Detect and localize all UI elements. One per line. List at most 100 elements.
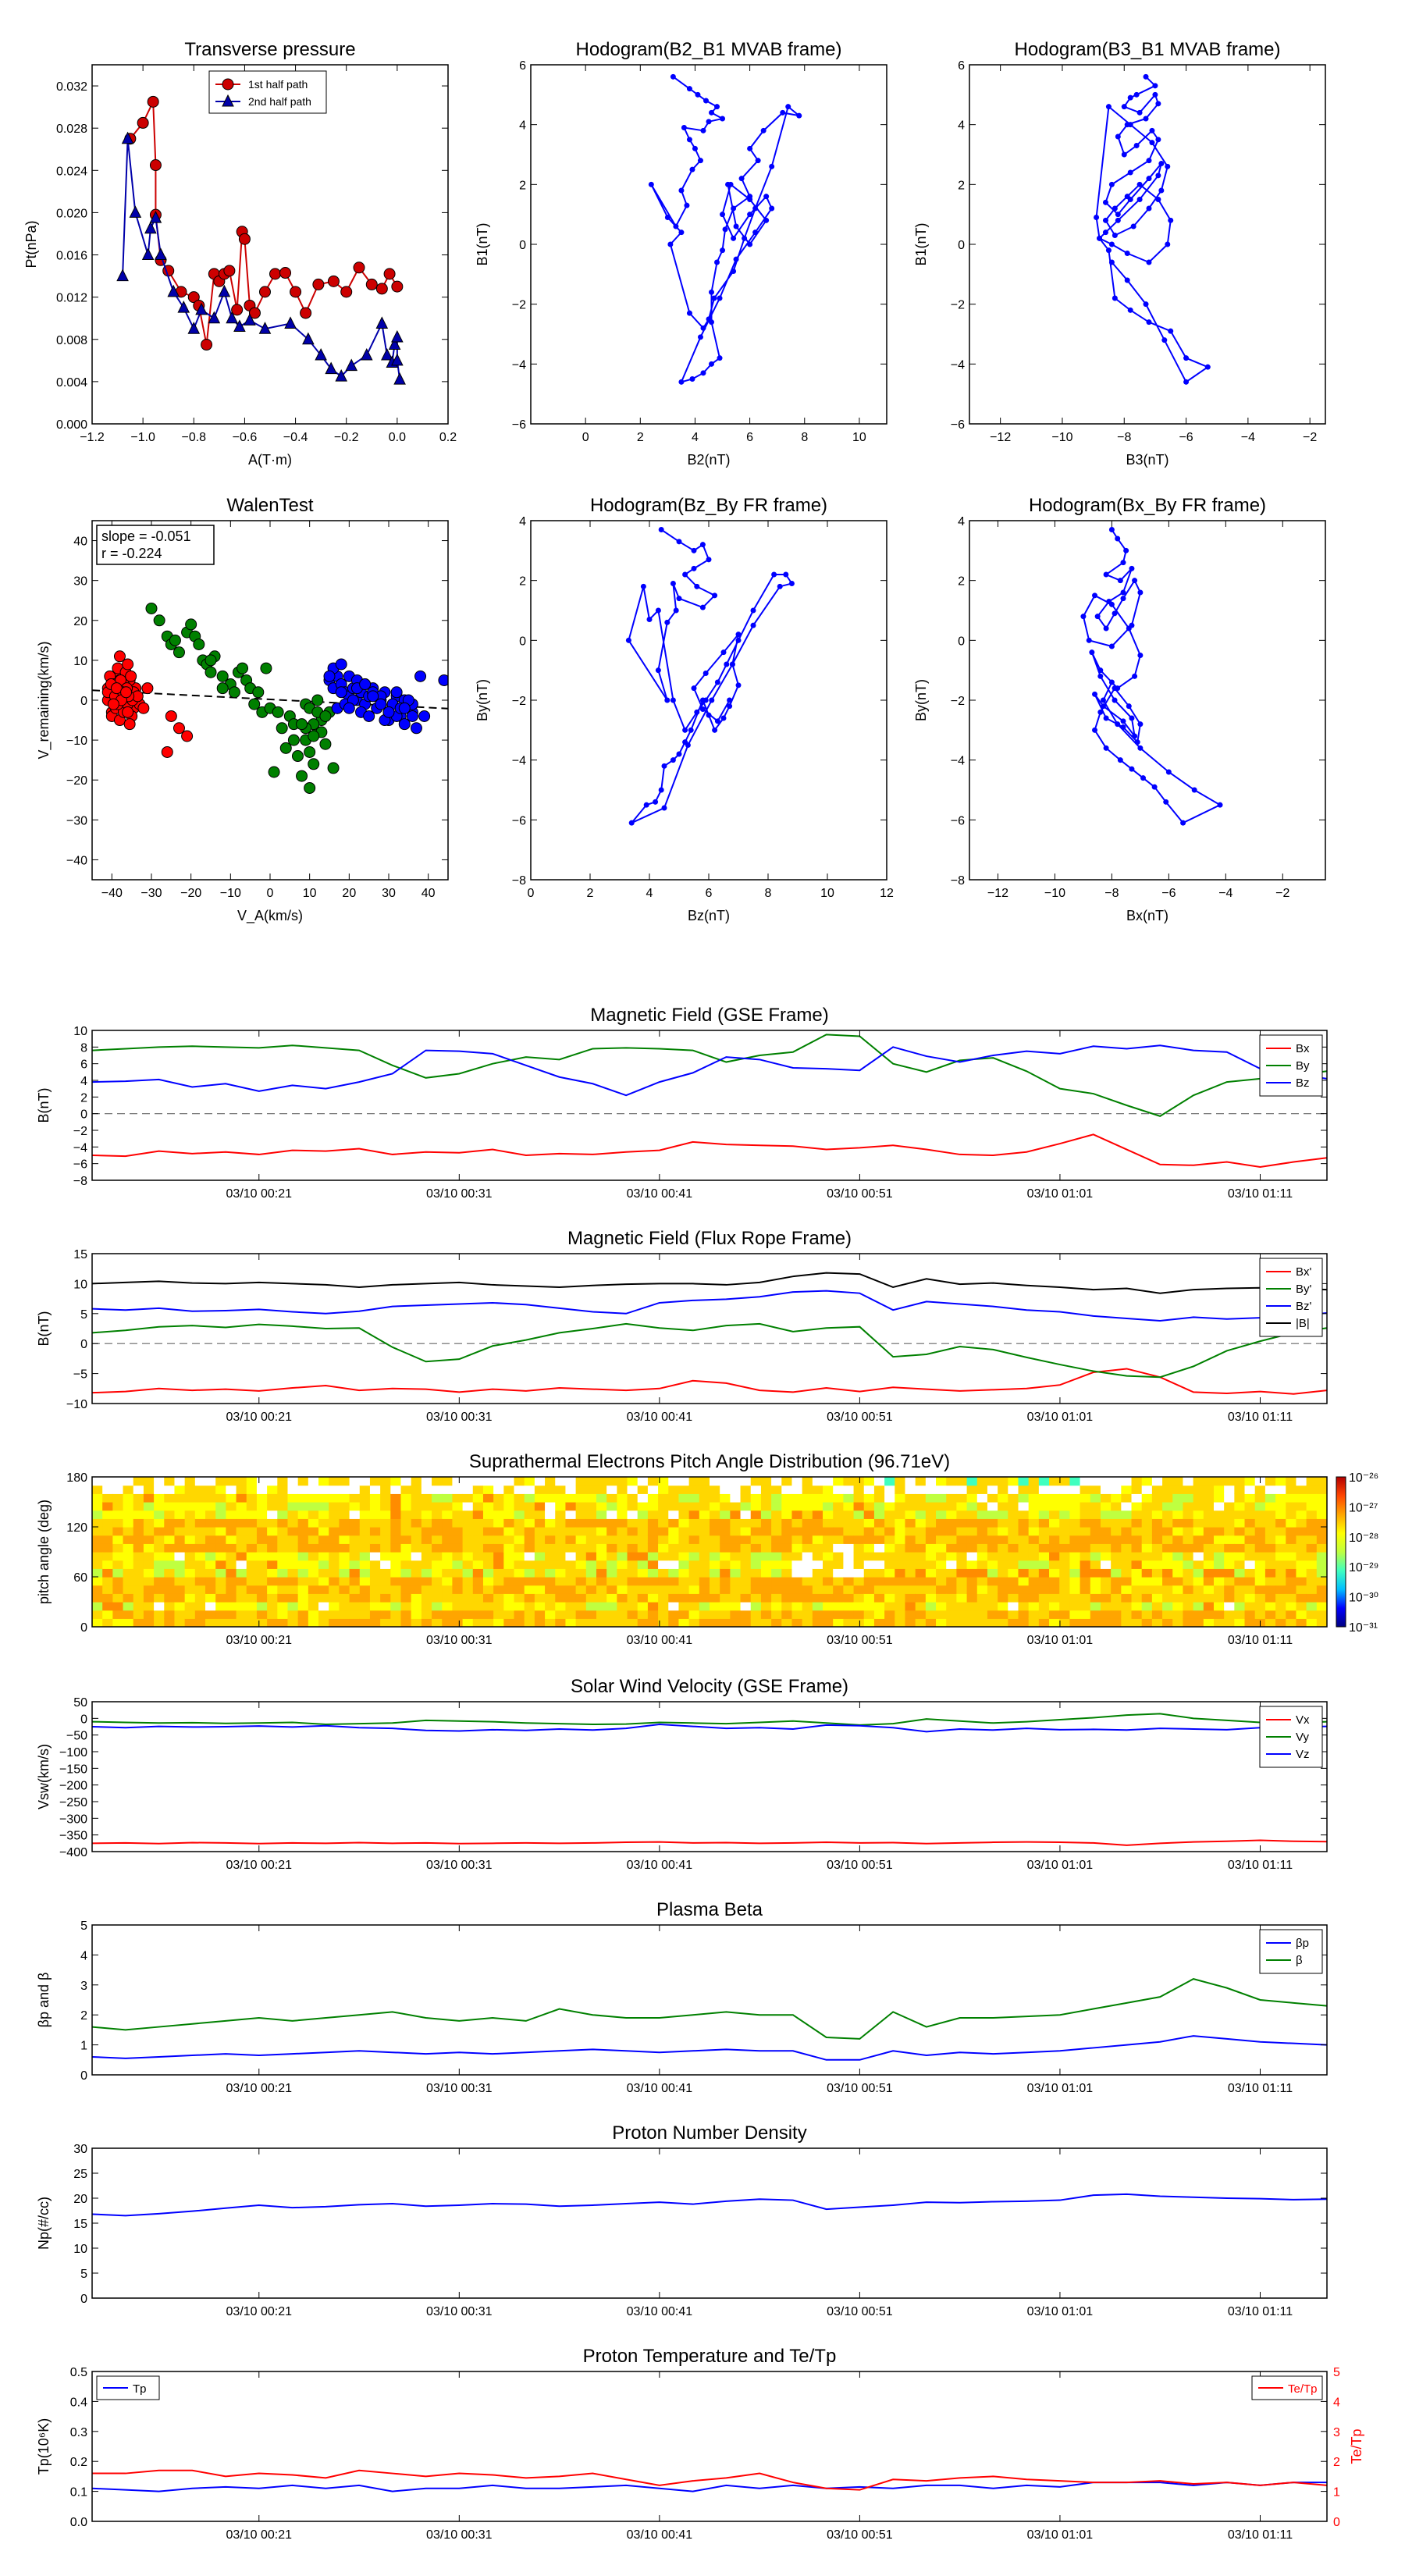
x-tick-label: 8 <box>765 887 772 900</box>
heatmap-cell <box>112 1618 124 1627</box>
heatmap-cell <box>617 1493 628 1503</box>
y-tick-label: −6 <box>512 418 526 432</box>
x-tick-label: 0 <box>267 887 274 900</box>
heatmap-cell <box>318 1510 329 1519</box>
heatmap-cell <box>1162 1568 1173 1578</box>
x-tick-label: 03/10 01:11 <box>1228 2305 1293 2318</box>
heatmap-cell <box>678 1593 690 1603</box>
heatmap-cell <box>1080 1535 1091 1544</box>
heatmap-cell <box>956 1577 968 1586</box>
heatmap-cell <box>925 1560 937 1569</box>
heatmap-cell <box>863 1618 875 1627</box>
heatmap-cell <box>863 1527 875 1536</box>
series-0 <box>648 73 802 385</box>
heatmap-cell <box>853 1585 865 1594</box>
heatmap-cell <box>617 1518 628 1528</box>
heatmap-cell <box>1131 1577 1143 1586</box>
heatmap-cell <box>740 1485 752 1494</box>
heatmap-cell <box>246 1577 258 1586</box>
heatmap-cell <box>545 1535 556 1544</box>
heatmap-cell <box>956 1518 968 1528</box>
heatmap-cell <box>411 1610 422 1619</box>
heatmap-cell <box>750 1535 762 1544</box>
heatmap-cell <box>740 1527 752 1536</box>
heatmap-cell <box>730 1518 742 1528</box>
heatmap-cell <box>369 1585 381 1594</box>
heatmap-cell <box>1183 1552 1194 1561</box>
heatmap-cell <box>1049 1560 1060 1569</box>
data-point <box>258 322 272 334</box>
heatmap-cell <box>174 1568 186 1578</box>
y-tick-label: 0.5 <box>70 2366 87 2379</box>
legend-label: By' <box>1296 1283 1312 1296</box>
heatmap-cell <box>1059 1593 1071 1603</box>
heatmap-cell <box>359 1510 371 1519</box>
heatmap-cell <box>503 1602 515 1611</box>
heatmap-cell <box>802 1502 813 1511</box>
heatmap-cell <box>514 1535 525 1544</box>
heatmap-cell <box>236 1585 247 1594</box>
heatmap-cell <box>1244 1543 1256 1553</box>
heatmap-cell <box>565 1543 577 1553</box>
heatmap-cell <box>956 1485 968 1494</box>
heatmap-cell <box>226 1552 237 1561</box>
heatmap-cell <box>678 1485 690 1494</box>
heatmap-cell <box>359 1552 371 1561</box>
heatmap-cell <box>585 1585 597 1594</box>
heatmap-cell <box>390 1518 402 1528</box>
data-point <box>760 127 767 133</box>
data-point <box>1120 589 1126 596</box>
heatmap-cell <box>318 1477 329 1486</box>
heatmap-cell <box>555 1535 567 1544</box>
data-point <box>747 212 753 218</box>
y-tick-label: 8 <box>80 1041 87 1055</box>
heatmap-cell <box>1038 1585 1050 1594</box>
heatmap-cell <box>812 1602 823 1611</box>
data-point <box>755 158 761 164</box>
heatmap-cell <box>1213 1568 1225 1578</box>
heatmap-cell <box>482 1510 494 1519</box>
heatmap-cell <box>154 1485 165 1494</box>
heatmap-cell <box>905 1585 916 1594</box>
legend-label: Bx <box>1296 1042 1310 1055</box>
heatmap-cell <box>771 1593 782 1603</box>
heatmap-cell <box>534 1568 546 1578</box>
heatmap-cell <box>936 1502 947 1511</box>
heatmap-cell <box>308 1510 319 1519</box>
heatmap-cell <box>92 1485 103 1494</box>
heatmap-cell <box>1080 1527 1091 1536</box>
data-point <box>686 310 692 316</box>
heatmap-cell <box>1244 1527 1256 1536</box>
data-point <box>1180 820 1186 826</box>
heatmap-cell <box>606 1618 617 1627</box>
heatmap-cell <box>462 1510 474 1519</box>
heatmap-cell <box>627 1610 638 1619</box>
heatmap-cell <box>585 1527 597 1536</box>
heatmap-cell <box>905 1560 916 1569</box>
heatmap-cell <box>462 1577 474 1586</box>
heatmap-cell <box>92 1602 103 1611</box>
heatmap-cell <box>236 1502 247 1511</box>
heatmap-cell <box>833 1527 844 1536</box>
heatmap-cell <box>400 1535 412 1544</box>
heatmap-cell <box>359 1610 371 1619</box>
heatmap-cell <box>987 1618 998 1627</box>
heatmap-cell <box>411 1560 422 1569</box>
heatmap-cell <box>493 1485 504 1494</box>
heatmap-cell <box>482 1543 494 1553</box>
axes-frame <box>91 1030 1328 1181</box>
data-point <box>149 159 162 172</box>
data-point <box>689 376 695 382</box>
heatmap-cell <box>534 1535 546 1544</box>
heatmap-cell <box>1059 1568 1071 1578</box>
heatmap-cell <box>585 1535 597 1544</box>
heatmap-cell <box>812 1477 823 1486</box>
heatmap-cell <box>895 1485 906 1494</box>
y-tick-label: 25 <box>73 2168 87 2181</box>
heatmap-cell <box>349 1602 361 1611</box>
heatmap-cell <box>647 1568 659 1578</box>
heatmap-cell <box>873 1510 885 1519</box>
heatmap-cell <box>472 1593 484 1603</box>
